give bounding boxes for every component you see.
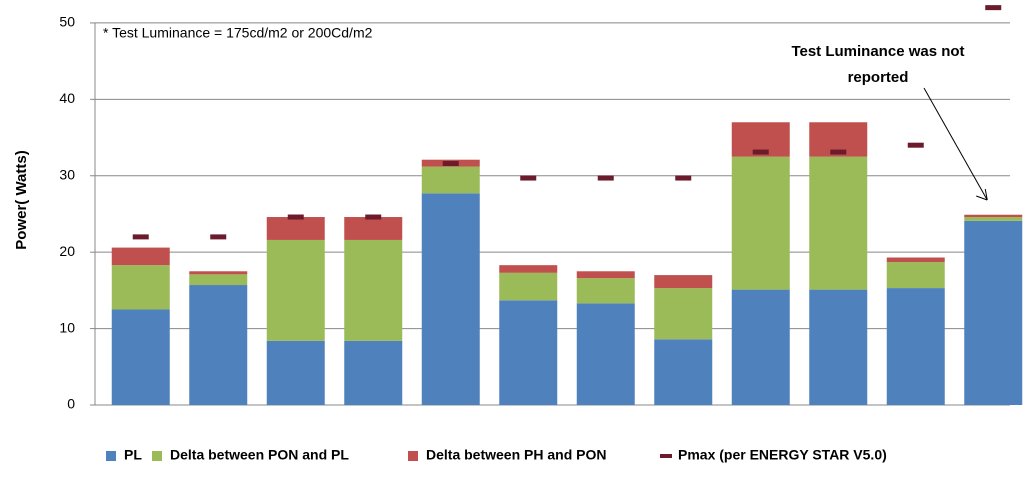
pmax-marker (830, 149, 847, 155)
bar-segment (964, 220, 1023, 405)
legend-label: Delta between PON and PL (170, 447, 349, 463)
bar-segment (654, 339, 713, 405)
bar-segment (111, 265, 170, 310)
bar-segment (266, 340, 325, 405)
bar-segment (189, 271, 248, 275)
bar-segment (344, 239, 403, 341)
pmax-marker (210, 234, 227, 240)
pmax-marker (675, 175, 692, 181)
bar-segment (189, 285, 248, 405)
bar-segment (576, 278, 635, 304)
bar-segment (344, 217, 403, 240)
bar-segment (499, 265, 558, 273)
bar-segment (576, 303, 635, 405)
y-tick-label: 30 (59, 166, 75, 182)
bar-segment (421, 193, 480, 405)
annotation: Test Luminance was not (791, 43, 964, 60)
y-tick-label: 40 (59, 90, 75, 106)
bar-segment (964, 214, 1023, 218)
pmax-marker (442, 161, 459, 167)
legend-swatch (106, 451, 116, 461)
annotation: reported (848, 69, 909, 86)
y-axis-label: Power( Watts) (13, 150, 30, 249)
legend-swatch (660, 454, 672, 458)
pmax-marker (520, 175, 537, 181)
bar-segment (266, 239, 325, 341)
y-tick-label: 0 (67, 396, 75, 412)
pmax-marker (287, 214, 304, 220)
arrow-head (976, 188, 988, 201)
bar-segment (654, 275, 713, 289)
pmax-marker (907, 142, 924, 148)
legend-label: PL (124, 447, 142, 463)
legend-swatch (152, 451, 162, 461)
bar-segment (654, 288, 713, 340)
bar-segment (189, 274, 248, 286)
y-tick-label: 20 (59, 243, 75, 259)
bar-segment (111, 247, 170, 266)
bar-segment (964, 217, 1023, 221)
pmax-marker (597, 175, 614, 181)
legend-swatch (408, 451, 418, 461)
bar-segment (809, 289, 868, 405)
bar-segment (809, 156, 868, 290)
bar-segment (731, 156, 790, 290)
bar-segment (886, 262, 945, 289)
annotation-arrow (923, 87, 988, 201)
legend-label: Pmax (per ENERGY STAR V5.0) (678, 447, 887, 463)
pmax-marker (985, 5, 1002, 11)
y-tick-label: 10 (59, 319, 75, 335)
legend-label: Delta between PH and PON (426, 447, 606, 463)
bar-segment (111, 309, 170, 405)
bar-segment (886, 288, 945, 405)
pmax-marker (752, 149, 769, 155)
y-tick-label: 50 (59, 14, 75, 30)
bar-segment (344, 340, 403, 405)
bar-segment (499, 272, 558, 301)
bar-segment (886, 257, 945, 263)
annotation: * Test Luminance = 175cd/m2 or 200Cd/m2 (103, 25, 373, 41)
pmax-marker (365, 214, 382, 220)
bar-segment (499, 300, 558, 405)
bar-segment (576, 271, 635, 279)
bar-segment (266, 217, 325, 240)
bar-segment (421, 166, 480, 194)
bar-segment (731, 289, 790, 405)
pmax-marker (132, 234, 149, 240)
